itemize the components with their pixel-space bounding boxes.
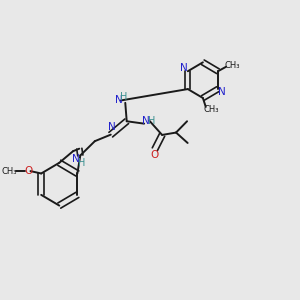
- Text: CH₃: CH₃: [204, 105, 219, 114]
- Text: N: N: [180, 63, 188, 73]
- Text: N: N: [142, 116, 149, 126]
- Text: O: O: [24, 166, 32, 176]
- Text: H: H: [120, 92, 127, 102]
- Text: N: N: [71, 154, 79, 164]
- Text: O: O: [150, 150, 158, 160]
- Text: N: N: [218, 87, 226, 97]
- Text: H: H: [148, 116, 156, 126]
- Text: CH₃: CH₃: [2, 167, 17, 176]
- Text: CH₃: CH₃: [224, 61, 240, 70]
- Text: N: N: [108, 122, 116, 132]
- Text: H: H: [78, 158, 85, 168]
- Text: N: N: [115, 95, 123, 106]
